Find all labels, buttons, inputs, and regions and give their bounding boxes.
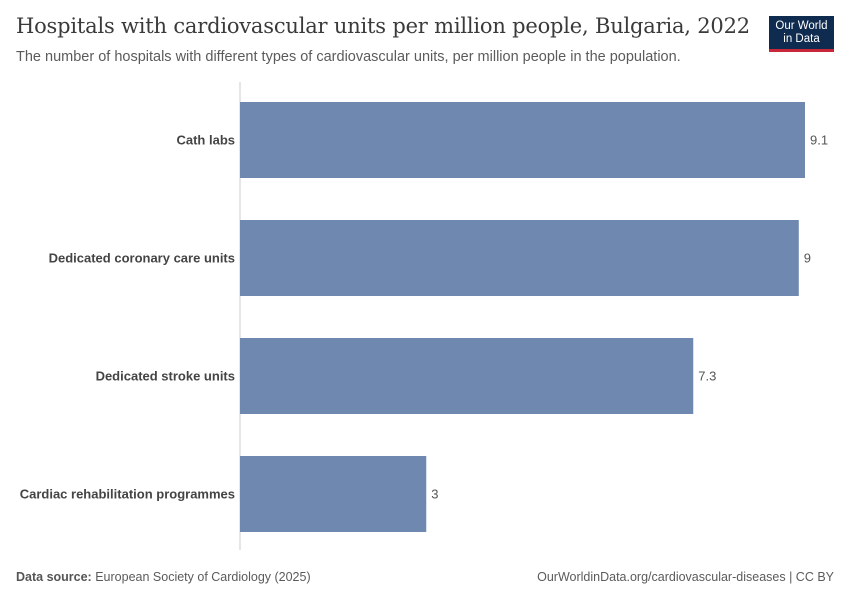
logo-line-1: Our World (775, 20, 828, 32)
value-label-3: 3 (431, 487, 438, 502)
owid-logo[interactable]: Our World in Data (769, 16, 834, 52)
category-label-2: Dedicated stroke units (96, 369, 235, 384)
bar-3[interactable] (240, 456, 427, 532)
logo-line-2: in Data (783, 33, 820, 45)
value-label-2: 7.3 (698, 369, 716, 384)
bar-chart: Cath labs 9.1 Dedicated coronary care unit… (20, 82, 828, 550)
bar-0[interactable] (240, 102, 805, 178)
value-label-1: 9 (804, 251, 811, 266)
bars-group: Cath labs 9.1 Dedicated coronary care unit… (20, 102, 828, 532)
footer-url[interactable]: OurWorldinData.org/cardiovascular-diseas… (537, 570, 834, 584)
value-label-0: 9.1 (810, 133, 828, 148)
bar-1[interactable] (240, 220, 799, 296)
category-label-3: Cardiac rehabilitation programmes (20, 487, 235, 502)
category-label-1: Dedicated coronary care units (49, 251, 235, 266)
source-text[interactable]: European Society of Cardiology (2025) (95, 570, 311, 584)
source-label: Data source: (16, 570, 92, 584)
chart-subtitle: The number of hospitals with different t… (16, 49, 681, 65)
chart-title: Hospitals with cardiovascular units per … (16, 14, 750, 38)
footer-source: Data source: European Society of Cardiol… (16, 570, 311, 584)
bar-2[interactable] (240, 338, 694, 414)
category-label-0: Cath labs (176, 133, 235, 148)
